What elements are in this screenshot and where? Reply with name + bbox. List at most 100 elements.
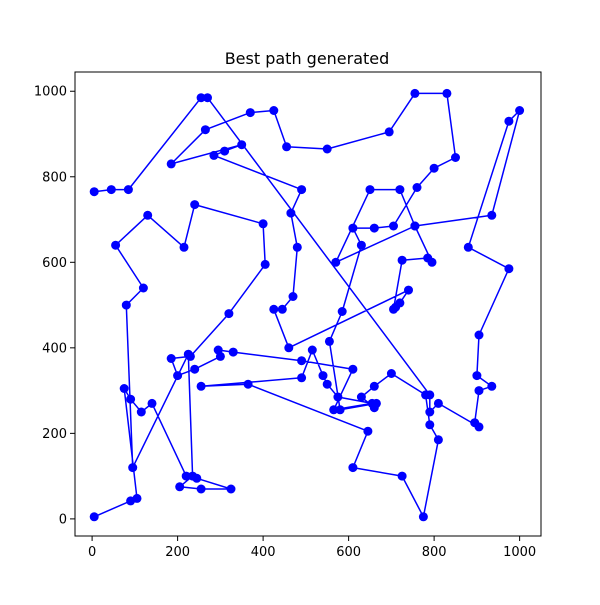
path-point [472,371,482,381]
path-point [433,398,443,408]
path-point [288,292,298,301]
path-point [132,493,142,503]
path-point [442,88,452,98]
path-point [384,127,394,137]
path-point [269,106,279,115]
path-point [356,240,366,250]
path-point [324,336,334,346]
path-point [337,307,347,316]
y-tick-label: 400 [42,341,67,356]
path-point [322,379,332,389]
path-point [348,223,358,233]
y-tick-label: 1000 [34,85,67,100]
path-point [397,255,407,265]
path-point [260,259,270,269]
path-point [209,150,219,160]
path-point [196,484,206,494]
path-point [418,512,428,522]
path-point [269,304,279,314]
path-point [404,285,413,295]
path-point [297,185,307,195]
path-point [228,347,238,357]
path-point [329,405,339,415]
best-path-line [93,92,521,518]
path-point [297,373,307,383]
path-point [136,407,146,417]
path-point [89,187,99,197]
path-point [410,88,420,98]
path-point [425,407,435,417]
path-point [258,219,268,229]
path-point [474,330,484,340]
path-point [356,392,366,402]
path-point [504,116,514,126]
path-point [451,153,460,162]
path-point [333,392,343,402]
path-point [395,185,405,195]
path-point [427,257,437,267]
path-point [143,210,153,220]
path-point [284,343,294,353]
y-tick-label: 600 [42,256,67,271]
path-point [126,394,136,404]
y-tick-label: 800 [42,170,67,185]
path-point [147,398,157,408]
path-point [487,210,497,220]
path-point [463,242,473,252]
path-point [196,381,206,391]
path-point [386,369,396,378]
path-point [429,163,439,173]
path-point [282,142,292,152]
path-point [224,309,234,319]
path-point [335,405,345,415]
path-point [433,435,443,445]
path-point [106,185,116,195]
path-point [166,354,176,363]
path-point [175,482,185,492]
path-point [504,264,514,274]
path-points [89,88,525,522]
path-point [369,381,379,391]
path-point [389,304,398,314]
path-point [179,242,189,252]
path-point [369,223,379,233]
path-point [515,106,525,115]
path-point [190,200,200,210]
path-point [220,146,230,156]
path-point [200,125,210,135]
path-point [322,144,332,154]
path-point [123,185,133,195]
path-point [292,242,302,252]
path-point [425,420,435,430]
path-point [237,140,247,150]
path-point [286,208,296,218]
path-point [203,93,212,103]
path-point [181,471,191,481]
path-point [318,371,328,381]
path-point [213,345,223,355]
path-point [173,371,183,381]
x-tick-label: 0 [88,545,96,560]
x-tick-label: 200 [165,545,190,560]
path-point [190,364,200,374]
chart-title: Best path generated [225,49,390,68]
path-point [119,384,129,393]
x-tick-label: 800 [422,545,447,560]
path-point [371,398,381,408]
path-point [389,221,398,231]
path-point [425,390,435,400]
path-point [245,108,255,118]
path-point [363,426,373,436]
path-point [128,463,138,473]
path-point [331,257,341,267]
path-point [474,422,484,432]
path-point [243,379,253,389]
x-tick-label: 1000 [503,545,536,560]
path-point [348,463,358,473]
path-point [166,159,176,169]
path-point [487,381,497,391]
plot-area-frame [74,71,542,537]
path-point [138,283,148,293]
path-point [365,185,375,195]
